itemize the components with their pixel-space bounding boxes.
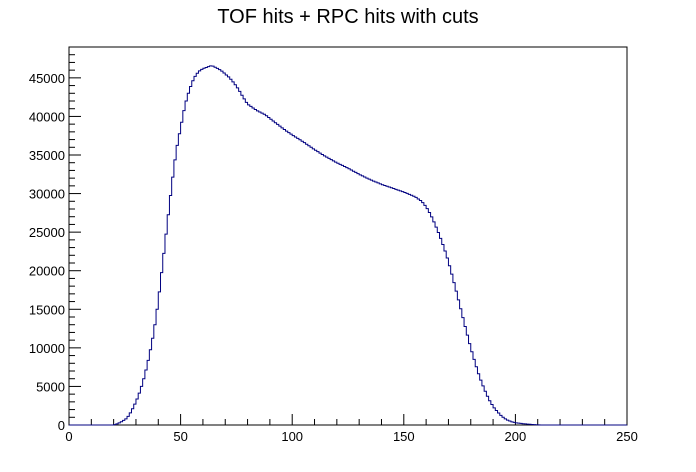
x-tick-label: 150 (393, 429, 415, 444)
chart-title: TOF hits + RPC hits with cuts (217, 6, 478, 28)
y-tick-label: 25000 (29, 225, 65, 240)
y-tick-label: 45000 (29, 71, 65, 86)
y-tick-label: 35000 (29, 148, 65, 163)
y-tick-label: 40000 (29, 109, 65, 124)
x-tick-label: 50 (173, 429, 187, 444)
histogram-series-line (69, 65, 627, 426)
plot-frame (68, 46, 628, 426)
x-axis: 0 50 100 150 200 250 (65, 414, 638, 444)
x-tick-label: 200 (505, 429, 527, 444)
y-axis: 0 5000 10000 15000 20000 25000 30000 35000 40000… (29, 46, 81, 433)
y-tick-label: 10000 (29, 341, 65, 356)
x-tick-label: 0 (65, 429, 72, 444)
x-tick-label: 100 (281, 429, 303, 444)
y-tick-label: 20000 (29, 264, 65, 279)
y-tick-label: 15000 (29, 302, 65, 317)
y-tick-label: 5000 (36, 379, 65, 394)
x-tick-label: 250 (616, 429, 638, 444)
y-tick-label: 0 (58, 418, 65, 433)
y-tick-label: 30000 (29, 187, 65, 202)
